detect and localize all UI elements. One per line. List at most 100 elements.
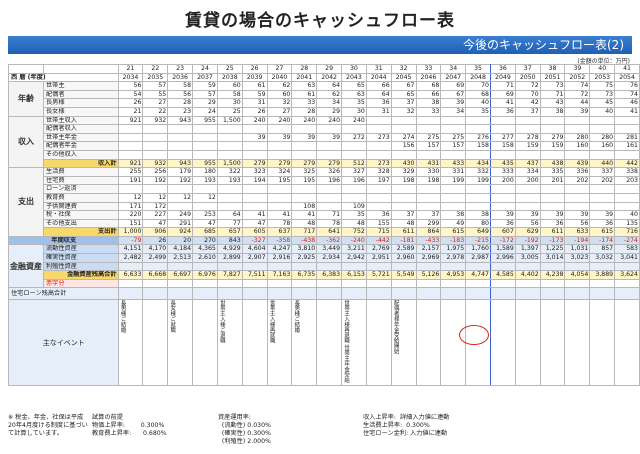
value-cell — [241, 192, 268, 203]
value-cell: 38 — [415, 98, 442, 108]
expense-row-label: 子供関連費 — [43, 201, 119, 212]
value-cell: 42 — [514, 98, 541, 108]
value-cell: 280 — [589, 132, 616, 143]
event-row: 主なイベント 長男様ご結婚 長女様ご就職 世帯主入様ご退職 世帯主入様再就職 長男様ご結婚… — [8, 299, 640, 387]
value-cell: 4,184 — [167, 244, 194, 255]
value-cell: 332 — [465, 167, 491, 177]
value-cell — [539, 201, 566, 212]
value-cell: 325 — [291, 167, 318, 177]
value-cell: 74 — [564, 81, 591, 91]
value-cell: 323 — [241, 167, 268, 177]
value-cell — [564, 184, 591, 194]
value-cell: 277 — [489, 132, 516, 143]
value-cell: 4,953 — [440, 270, 467, 280]
value-cell — [564, 124, 591, 134]
value-cell: 203 — [614, 175, 640, 186]
income-row-label: 配偶者収入 — [43, 124, 119, 134]
section-age: 年齢 — [8, 81, 44, 117]
value-cell — [216, 132, 243, 143]
value-cell: 28 — [167, 98, 194, 108]
value-cell: 2037 — [192, 72, 218, 83]
value-cell — [440, 149, 467, 160]
value-cell — [365, 184, 392, 194]
income-row: 世帯主年金 39 39 39 39 272 273 274 275 275 276 277 278 279… — [9, 132, 640, 143]
value-cell — [465, 261, 491, 272]
value-cell — [614, 115, 640, 126]
value-cell: 2,942 — [341, 253, 367, 263]
value-cell — [390, 115, 417, 126]
value-cell — [316, 261, 343, 272]
value-cell: 71 — [489, 81, 516, 91]
value-cell: 4,247 — [266, 244, 293, 255]
age-row: 長女様 21 22 23 24 25 26 27 28 29 30 31 32 33 34 35 36 37 38 3… — [9, 106, 640, 117]
value-cell: 195 — [266, 175, 293, 186]
income-row: 配偶者年金 156 157 157 158 158 159 159 160 160 161 — [9, 141, 640, 151]
value-cell: 2039 — [241, 72, 268, 83]
expense-row: 税・社保 220 227 249 253 64 41 41 41 71 35 36 37 37 38 38 39… — [9, 210, 640, 220]
value-cell: 41 — [291, 210, 318, 220]
event-text: 長男様ご結婚 — [293, 300, 300, 333]
value-cell: 864 — [415, 227, 442, 237]
value-cell: 1,500 — [216, 115, 243, 126]
value-cell: 276 — [465, 132, 491, 143]
value-cell — [465, 278, 491, 289]
mortgage-row-label: 住宅ローン残高合計 — [8, 287, 119, 301]
value-cell: 273 — [365, 158, 392, 169]
value-cell: 36 — [489, 106, 516, 117]
value-cell: 1,397 — [514, 244, 541, 255]
value-cell — [117, 278, 144, 289]
value-cell — [291, 124, 318, 134]
value-cell — [316, 278, 343, 289]
value-cell: 72 — [564, 89, 591, 100]
value-cell — [266, 192, 293, 203]
value-cell: 431 — [415, 158, 442, 169]
value-cell — [489, 149, 516, 160]
value-cell — [167, 141, 194, 151]
value-cell: 41 — [241, 210, 268, 220]
event-cell: 世帯主入様再退職 世帯主年金受給 — [341, 299, 367, 387]
value-cell — [291, 192, 318, 203]
value-cell: 1,760 — [465, 244, 491, 255]
value-cell: 70 — [465, 81, 491, 91]
value-cell: 64 — [216, 210, 243, 220]
value-cell: 2045 — [390, 72, 417, 83]
value-cell — [489, 192, 516, 203]
value-cell: 5,549 — [390, 270, 417, 280]
value-cell: 2041 — [291, 72, 318, 83]
value-cell: 36 — [365, 210, 392, 220]
value-cell: 78 — [316, 218, 343, 229]
event-text: 長男様ご結婚 — [119, 300, 126, 333]
value-cell — [440, 124, 467, 134]
value-cell: 921 — [117, 158, 144, 169]
value-cell: 35 — [341, 210, 367, 220]
value-cell: 29 — [192, 98, 218, 108]
value-cell — [539, 124, 566, 134]
value-cell — [316, 192, 343, 203]
value-cell: 337 — [589, 167, 616, 177]
value-cell: 60 — [216, 81, 243, 91]
note-assumptions: 試算の前提 物価上昇率: 0.300% 教育費上昇率: 0.680% — [92, 414, 167, 437]
value-cell: 1,975 — [440, 244, 467, 255]
value-cell: 40 — [614, 210, 640, 220]
value-cell: 39 — [539, 210, 566, 220]
value-cell — [489, 278, 516, 289]
value-cell: 331 — [440, 167, 467, 177]
value-cell: 159 — [514, 141, 541, 151]
value-cell: 37 — [514, 64, 541, 74]
value-cell: 76 — [614, 81, 640, 91]
value-cell — [142, 124, 169, 134]
value-cell — [390, 149, 417, 160]
value-cell — [390, 124, 417, 134]
value-cell: 73 — [589, 89, 616, 100]
value-cell: 607 — [489, 227, 516, 237]
value-cell — [365, 278, 392, 289]
event-text: 配偶者様年金受給開始 — [392, 300, 399, 355]
value-cell — [614, 201, 640, 212]
value-cell: 199 — [440, 175, 467, 186]
value-cell: -192 — [514, 235, 541, 246]
value-cell: 77 — [216, 218, 243, 229]
value-cell — [266, 124, 293, 134]
value-cell — [614, 261, 640, 272]
value-cell: 156 — [390, 141, 417, 151]
value-cell — [465, 287, 491, 301]
